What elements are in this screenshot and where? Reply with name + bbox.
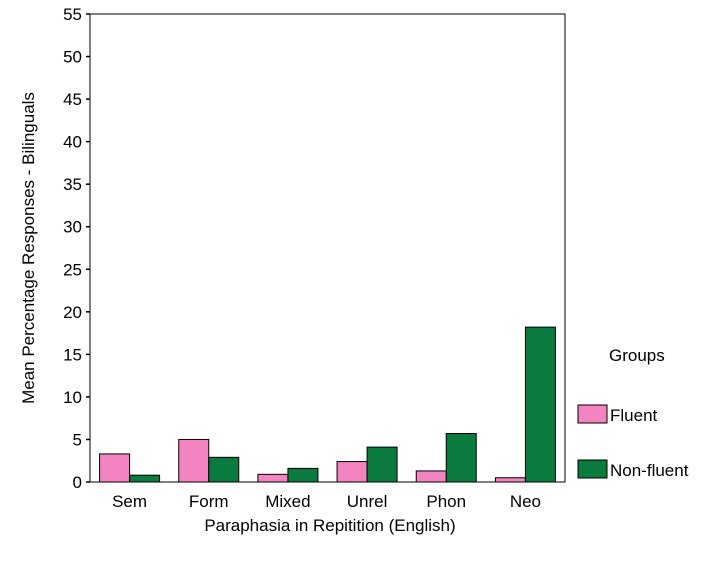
bar-non-fluent-unrel: [366, 446, 398, 483]
y-tick-label: 15: [63, 345, 82, 364]
x-tick-label: Form: [189, 492, 229, 511]
bar-non-fluent-sem: [129, 474, 161, 483]
bar-non-fluent-mixed: [287, 467, 319, 483]
y-tick-label: 5: [73, 430, 82, 449]
bar-non-fluent-phon: [445, 432, 477, 483]
y-tick-label: 35: [63, 175, 82, 194]
y-tick-label: 30: [63, 218, 82, 237]
y-tick-label: 40: [63, 133, 82, 152]
bar-non-fluent-form: [208, 456, 240, 483]
legend-swatch-fluent: [577, 404, 608, 424]
bars: [99, 326, 556, 483]
bar-fluent-neo: [494, 477, 526, 483]
bar-non-fluent-neo: [524, 326, 556, 483]
y-tick-label: 20: [63, 303, 82, 322]
legend-label-non-fluent: Non-fluent: [610, 461, 689, 480]
bar-fluent-unrel: [336, 461, 368, 483]
y-axis-title: Mean Percentage Responses - Bilinguals: [19, 92, 38, 404]
plot-frame: [89, 13, 566, 483]
bar-fluent-form: [178, 438, 210, 483]
y-tick-label: 0: [73, 473, 82, 492]
x-tick-label: Phon: [426, 492, 466, 511]
y-tick-label: 50: [63, 48, 82, 67]
bar-fluent-mixed: [257, 473, 289, 483]
y-tick-label: 55: [63, 5, 82, 24]
x-tick-label: Mixed: [265, 492, 310, 511]
plot-border: [89, 13, 566, 483]
x-tick-label: Sem: [112, 492, 147, 511]
y-tick-label: 25: [63, 260, 82, 279]
x-axis: Sem Form Mixed Unrel Phon Neo: [112, 492, 541, 511]
legend-title: Groups: [609, 346, 665, 365]
bar-fluent-phon: [415, 470, 447, 483]
x-axis-title: Paraphasia in Repitition (English): [204, 516, 455, 535]
bar-fluent-sem: [99, 453, 131, 483]
legend-label-fluent: Fluent: [610, 406, 658, 425]
y-tick-label: 45: [63, 90, 82, 109]
x-tick-label: Neo: [510, 492, 541, 511]
y-tick-label: 10: [63, 388, 82, 407]
x-tick-label: Unrel: [347, 492, 388, 511]
legend-swatch-non-fluent: [577, 459, 608, 479]
legend: Groups Fluent Non-fluent: [577, 346, 689, 480]
